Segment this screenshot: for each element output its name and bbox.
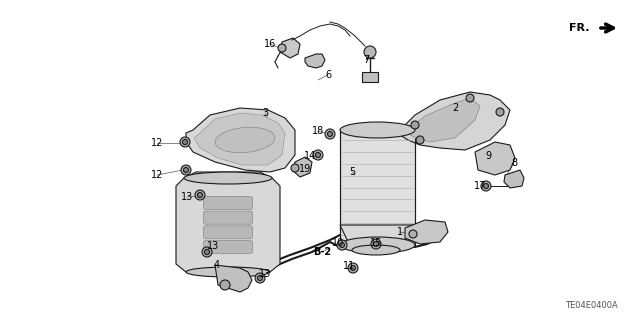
Text: 4: 4 [214,260,220,270]
Circle shape [371,239,381,249]
Ellipse shape [352,245,400,255]
Circle shape [364,46,376,58]
Text: 9: 9 [485,151,491,161]
Text: 6: 6 [325,70,331,80]
Polygon shape [408,98,480,142]
Circle shape [255,273,265,283]
Text: 12: 12 [151,170,163,180]
Text: 3: 3 [262,108,268,118]
Text: 13: 13 [259,269,271,279]
Circle shape [291,164,299,172]
Circle shape [184,167,189,173]
Text: 8: 8 [511,158,517,168]
Circle shape [466,94,474,102]
Ellipse shape [186,267,270,277]
Polygon shape [215,265,252,292]
Text: 19: 19 [299,164,311,174]
Text: 10: 10 [332,238,344,248]
Text: 18: 18 [312,126,324,136]
Circle shape [205,249,209,255]
Circle shape [181,165,191,175]
Polygon shape [405,220,448,244]
Text: 16: 16 [264,39,276,49]
Circle shape [337,240,347,250]
FancyBboxPatch shape [204,226,253,239]
Polygon shape [400,92,510,150]
Circle shape [409,230,417,238]
Circle shape [328,131,333,137]
Circle shape [351,265,355,271]
Text: 11: 11 [343,261,355,271]
Circle shape [278,44,286,52]
Text: 5: 5 [349,167,355,177]
FancyBboxPatch shape [204,241,253,254]
Circle shape [198,192,202,197]
Ellipse shape [184,172,272,184]
Circle shape [195,190,205,200]
Circle shape [411,121,419,129]
Circle shape [316,152,321,158]
Circle shape [374,241,378,247]
Circle shape [348,263,358,273]
Circle shape [339,242,344,248]
Text: TE04E0400A: TE04E0400A [565,301,618,310]
Circle shape [220,280,230,290]
Polygon shape [362,72,378,82]
FancyBboxPatch shape [204,211,253,224]
Text: B-2: B-2 [313,247,331,257]
Text: 7: 7 [363,55,369,65]
Polygon shape [280,38,300,58]
Polygon shape [475,142,515,175]
Ellipse shape [215,127,275,153]
Polygon shape [186,108,295,172]
Polygon shape [340,225,415,250]
Polygon shape [504,170,524,188]
Circle shape [481,181,491,191]
Polygon shape [176,172,280,272]
Circle shape [182,139,188,145]
Circle shape [313,150,323,160]
Polygon shape [194,113,285,165]
Text: 12: 12 [151,138,163,148]
Polygon shape [340,130,415,245]
Text: 13: 13 [207,241,219,251]
Circle shape [257,276,262,280]
Text: 1: 1 [397,227,403,237]
Ellipse shape [340,237,415,253]
Circle shape [483,183,488,189]
Ellipse shape [340,122,415,138]
Text: 2: 2 [452,103,458,113]
Circle shape [202,247,212,257]
Polygon shape [292,157,312,177]
Text: 17: 17 [474,181,486,191]
FancyBboxPatch shape [204,197,253,210]
Text: 14: 14 [304,151,316,161]
Polygon shape [305,54,325,68]
Circle shape [416,136,424,144]
Text: 13: 13 [181,192,193,202]
Circle shape [180,137,190,147]
Text: 15: 15 [370,238,382,248]
Circle shape [325,129,335,139]
Text: FR.: FR. [570,23,590,33]
Circle shape [496,108,504,116]
